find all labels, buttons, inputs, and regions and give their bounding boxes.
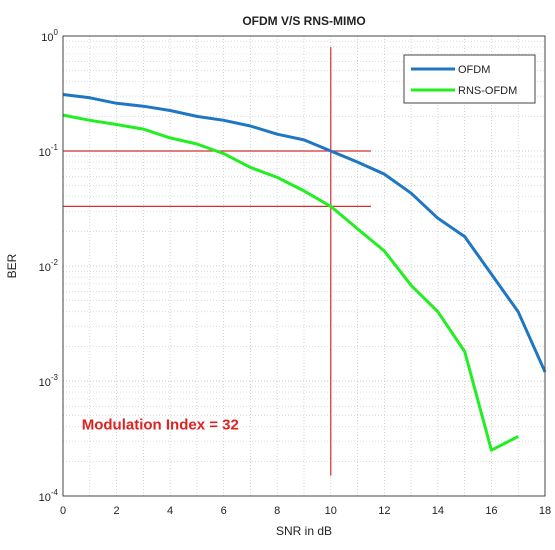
x-tick-label: 0 [60,505,66,517]
y-tick-label: 10-2 [39,258,59,274]
y-tick-label: 10-4 [39,488,59,504]
legend: OFDM RNS-OFDM [403,54,536,104]
series-line-ofdm [62,93,547,373]
y-tick-label: 100 [41,28,58,44]
y-tick-label: 10-3 [39,373,59,389]
legend-label-rns-ofdm: RNS-OFDM [458,85,517,97]
series-group [62,93,547,452]
legend-label-ofdm: OFDM [458,64,490,76]
y-tick-labels: 100 10-1 10-2 10-3 10-4 [39,28,59,504]
x-tick-labels: 0 2 4 6 8 10 12 14 16 18 [60,505,551,517]
x-tick-label: 18 [539,505,551,517]
plot-frame [62,35,546,497]
series-line-rns-ofdm [62,113,519,452]
x-tick-label: 16 [485,505,497,517]
x-tick-label: 2 [113,505,119,517]
x-tick-label: 14 [432,505,444,517]
annotation-modulation-index: Modulation Index = 32 [82,416,239,433]
legend-box [403,54,536,104]
y-tick-label: 10-1 [39,143,59,159]
x-tick-label: 8 [274,505,280,517]
grid [62,36,546,497]
x-tick-label: 4 [167,505,173,517]
x-tick-label: 6 [221,505,227,517]
x-axis-label: SNR in dB [276,524,332,538]
y-axis-label: BER [5,253,19,278]
x-tick-label: 12 [378,505,390,517]
x-tick-label: 10 [325,505,337,517]
chart-title: OFDM V/S RNS-MIMO [242,14,365,28]
